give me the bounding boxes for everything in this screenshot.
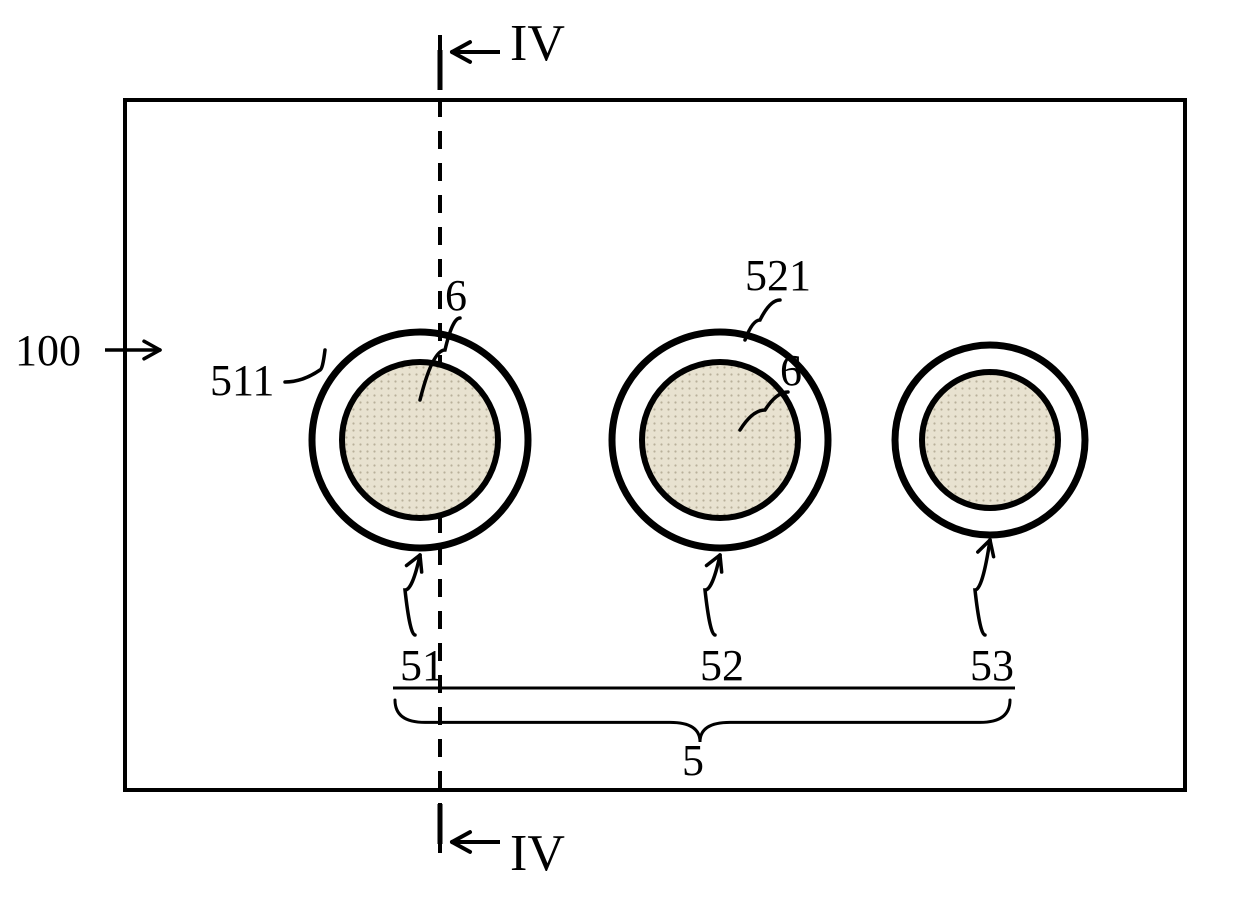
section-label-bottom: IV <box>510 825 565 882</box>
label-52: 52 <box>700 641 744 690</box>
label-6a: 6 <box>445 271 467 320</box>
inner-circle-52 <box>642 362 798 518</box>
section-label-top: IV <box>510 15 565 72</box>
label-521: 521 <box>745 251 811 300</box>
label-53: 53 <box>970 641 1014 690</box>
label-5: 5 <box>682 736 704 785</box>
label-100: 100 <box>15 326 81 375</box>
arrowhead <box>720 555 722 572</box>
arrowhead <box>420 555 422 572</box>
inner-circle-51 <box>342 362 498 518</box>
label-511: 511 <box>210 356 274 405</box>
label-51: 51 <box>400 641 444 690</box>
inner-circle-53 <box>922 372 1058 508</box>
label-6b: 6 <box>780 346 802 395</box>
